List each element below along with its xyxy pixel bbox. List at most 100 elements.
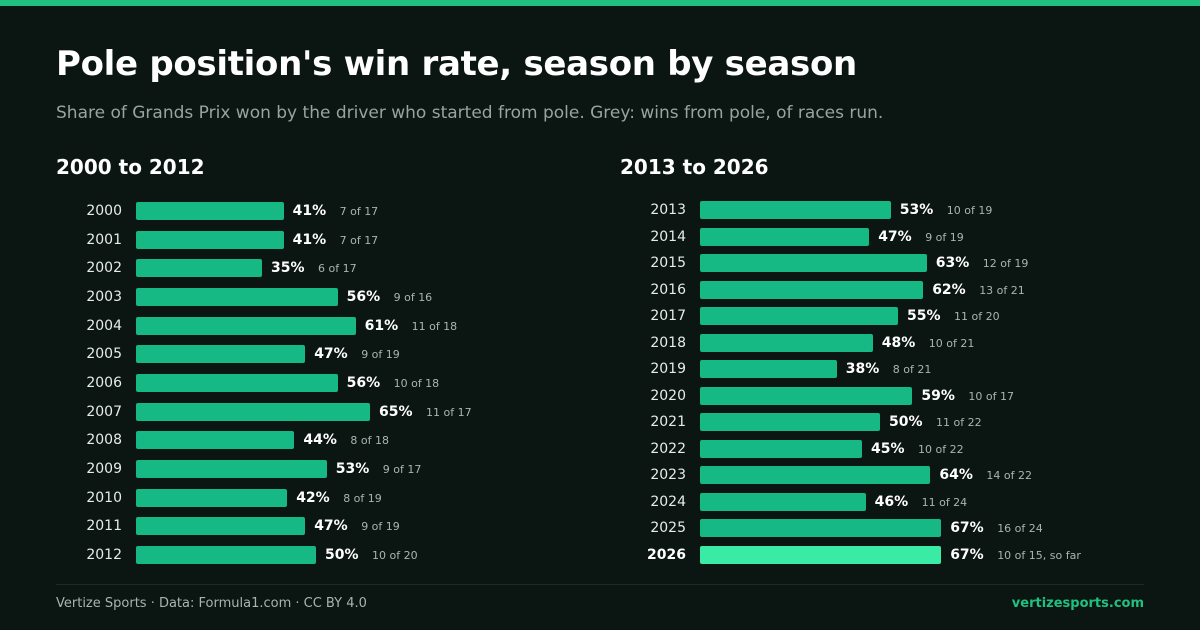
data-label: 61% bbox=[364, 317, 399, 334]
tick-label: 2011 bbox=[86, 518, 122, 535]
annotation-label: 7 of 17 bbox=[339, 233, 379, 247]
chart-panel-2013-2026: 2013 to 2026 2013 53% 10 of 19 2014 47% 9 of … bbox=[620, 155, 1160, 565]
annotation-label: 10 of 19 bbox=[946, 204, 993, 217]
tick-label: 2004 bbox=[86, 317, 122, 334]
tick-label: 2022 bbox=[650, 440, 686, 457]
bar bbox=[700, 333, 873, 352]
bar-row-2022: 2022 45% 10 of 22 bbox=[620, 439, 1160, 459]
bar bbox=[136, 288, 338, 306]
bar-row-2024: 2024 46% 11 of 24 bbox=[620, 492, 1160, 512]
annotation-label: 10 of 17 bbox=[968, 389, 1014, 403]
annotation-label: 9 of 17 bbox=[382, 463, 422, 477]
annotation-label: 6 of 17 bbox=[318, 262, 357, 276]
top-accent-bar bbox=[0, 0, 1200, 6]
bar bbox=[700, 201, 891, 219]
annotation-label: 9 of 19 bbox=[361, 348, 400, 362]
bar bbox=[136, 546, 316, 565]
bar bbox=[136, 460, 327, 479]
data-label: 67% bbox=[950, 520, 984, 537]
bar bbox=[700, 386, 913, 405]
tick-label: 2019 bbox=[650, 361, 686, 378]
bar bbox=[700, 439, 862, 458]
annotation-label: 9 of 19 bbox=[925, 230, 964, 244]
tick-label: 2015 bbox=[650, 255, 686, 272]
data-label: 47% bbox=[314, 518, 348, 535]
tick-label: 2025 bbox=[650, 520, 686, 537]
tick-label: 2008 bbox=[86, 432, 122, 449]
annotation-label: 7 of 17 bbox=[339, 205, 379, 218]
tick-label: 2005 bbox=[86, 346, 122, 363]
bar bbox=[136, 202, 284, 220]
bar-row-2001: 2001 41% 7 of 17 bbox=[56, 230, 576, 250]
tick-label: 2013 bbox=[650, 202, 686, 218]
data-label: 35% bbox=[271, 260, 305, 277]
bar bbox=[136, 402, 370, 421]
bar bbox=[700, 546, 942, 565]
bar bbox=[700, 307, 898, 326]
bar-row-2004: 2004 61% 11 of 18 bbox=[56, 316, 576, 336]
tick-label: 2002 bbox=[86, 260, 122, 277]
annotation-label: 10 of 15, so far bbox=[997, 549, 1081, 563]
footer-site-link[interactable]: vertizesports.com bbox=[1011, 596, 1144, 611]
data-label: 62% bbox=[932, 281, 966, 298]
bar-row-2006: 2006 56% 10 of 18 bbox=[56, 373, 576, 393]
annotation-label: 9 of 16 bbox=[393, 291, 433, 304]
bar bbox=[700, 227, 870, 246]
data-label: 64% bbox=[939, 467, 973, 484]
bar-row-2015: 2015 63% 12 of 19 bbox=[620, 253, 1160, 273]
data-label: 63% bbox=[935, 255, 970, 272]
bar bbox=[700, 254, 927, 273]
data-label: 41% bbox=[292, 231, 327, 248]
annotation-label: 11 of 24 bbox=[921, 495, 968, 509]
tick-label: 2023 bbox=[650, 467, 686, 484]
bar bbox=[700, 466, 931, 485]
annotation-label: 11 of 18 bbox=[411, 319, 458, 333]
bar-row-2012: 2012 50% 10 of 20 bbox=[56, 545, 576, 565]
annotation-label: 10 of 21 bbox=[928, 336, 975, 350]
panel-title: 2000 to 2012 bbox=[56, 155, 205, 179]
data-label: 47% bbox=[314, 346, 348, 363]
annotation-label: 12 of 19 bbox=[982, 257, 1029, 271]
bar bbox=[700, 492, 866, 511]
tick-label: 2018 bbox=[650, 334, 686, 351]
data-label: 41% bbox=[292, 203, 327, 219]
annotation-label: 14 of 22 bbox=[986, 469, 1032, 483]
annotation-label: 10 of 22 bbox=[918, 442, 964, 456]
tick-label: 2006 bbox=[86, 375, 122, 392]
tick-label: 2020 bbox=[650, 387, 686, 404]
bar-row-2025: 2025 67% 16 of 24 bbox=[620, 518, 1160, 538]
tick-label: 2017 bbox=[650, 308, 686, 325]
annotation-label: 11 of 17 bbox=[426, 405, 472, 419]
data-label: 44% bbox=[303, 432, 337, 449]
bar-row-2026: 2026 67% 10 of 15, so far bbox=[620, 545, 1160, 565]
annotation-label: 8 of 18 bbox=[350, 434, 389, 448]
tick-label: 2021 bbox=[650, 414, 686, 431]
bar bbox=[700, 280, 924, 299]
bar-row-2014: 2014 47% 9 of 19 bbox=[620, 227, 1160, 247]
data-label: 59% bbox=[921, 387, 955, 404]
bar bbox=[700, 413, 880, 432]
bar-row-2003: 2003 56% 9 of 16 bbox=[56, 287, 576, 307]
annotation-label: 11 of 22 bbox=[936, 416, 982, 430]
data-label: 53% bbox=[335, 461, 370, 478]
data-label: 55% bbox=[907, 308, 941, 325]
data-label: 46% bbox=[874, 493, 909, 510]
annotation-label: 10 of 20 bbox=[372, 549, 418, 563]
tick-label: 2009 bbox=[86, 461, 122, 478]
tick-label: 2014 bbox=[650, 228, 686, 245]
bar-row-2020: 2020 59% 10 of 17 bbox=[620, 386, 1160, 406]
data-label: 42% bbox=[296, 489, 330, 506]
data-label: 53% bbox=[899, 202, 934, 218]
data-label: 48% bbox=[881, 334, 916, 351]
data-label: 67% bbox=[950, 547, 984, 564]
data-label: 50% bbox=[889, 414, 923, 431]
bar-row-2008: 2008 44% 8 of 18 bbox=[56, 430, 576, 450]
annotation-label: 16 of 24 bbox=[997, 522, 1043, 536]
bar bbox=[700, 519, 942, 538]
bar-row-2002: 2002 35% 6 of 17 bbox=[56, 258, 576, 278]
footer-credit: Vertize Sports · Data: Formula1.com · CC… bbox=[56, 596, 367, 611]
bar-row-2019: 2019 38% 8 of 21 bbox=[620, 359, 1160, 379]
bar-row-2009: 2009 53% 9 of 17 bbox=[56, 459, 576, 479]
bar-row-2021: 2021 50% 11 of 22 bbox=[620, 412, 1160, 432]
bar bbox=[136, 374, 338, 393]
